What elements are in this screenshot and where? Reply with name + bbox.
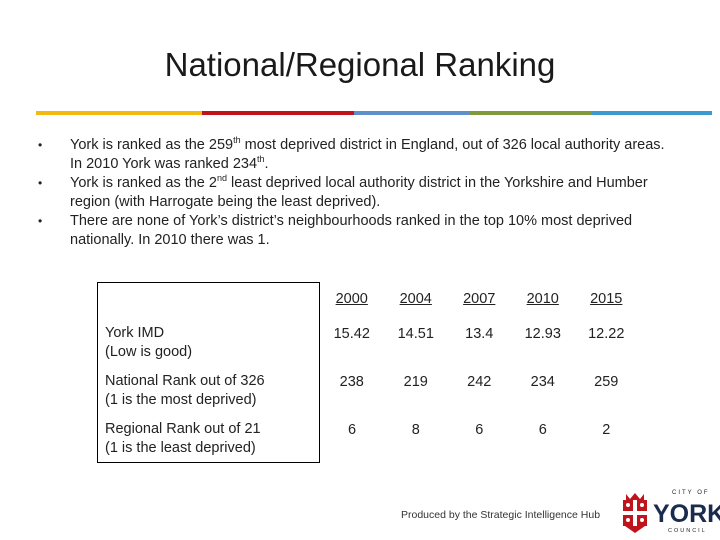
table-cell: 13.4 [465, 326, 494, 342]
footer-credit: Produced by the Strategic Intelligence H… [401, 509, 601, 521]
bullet-item: • York is ranked as the 2nd least depriv… [38, 174, 678, 212]
bullet-item: • There are none of York’s district’s ne… [38, 212, 678, 250]
year-header: 2007 [463, 290, 496, 307]
bullet-dot-icon: • [38, 138, 43, 152]
bullet-text: least deprived local authority district … [70, 175, 648, 210]
table-cell: 6 [347, 422, 357, 438]
divider-segment-red [202, 111, 354, 115]
divider-segment-blue [354, 111, 470, 115]
divider-segment-yellow [36, 111, 202, 115]
table-cell: 234 [530, 374, 555, 390]
table-cell: 2 [602, 422, 611, 438]
bullet-dot-icon: • [38, 214, 43, 228]
table-cell: 242 [467, 374, 492, 390]
bullet-text: There are none of York’s district’s neig… [70, 213, 633, 248]
table-corner-cell [97, 282, 320, 318]
title-divider [36, 111, 712, 115]
year-header: 2000 [335, 290, 368, 307]
bullet-superscript: th [233, 135, 241, 146]
york-council-logo: CITY OF YORK COUNCIL [620, 490, 720, 536]
logo-city-of: CITY OF [672, 490, 710, 496]
logo-council: COUNCIL [668, 528, 707, 534]
york-crest-icon [623, 493, 647, 533]
table-cell: 6 [475, 422, 484, 438]
bullet-superscript: nd [216, 173, 227, 184]
slide-title: National/Regional Ranking [164, 46, 556, 83]
year-header: 2004 [399, 290, 432, 307]
bullet-text: York is ranked as the 259 [70, 137, 234, 153]
bullet-text: York is ranked as the 2 [70, 175, 217, 191]
bullet-dot-icon: • [38, 176, 43, 190]
table-cell: 15.42 [333, 326, 370, 342]
table-cell: 12.22 [588, 326, 625, 342]
row-label: York IMD (Low is good) [97, 318, 320, 366]
bullet-item: • York is ranked as the 259th most depri… [38, 136, 678, 174]
logo-york: YORK [653, 500, 720, 528]
divider-segment-green [470, 111, 592, 115]
table-cell: 238 [339, 374, 364, 390]
table-cell: 8 [411, 422, 420, 438]
table-header-row: 2000 2004 2007 2010 2015 [97, 282, 639, 318]
bullet-text: . [264, 156, 269, 172]
table-row: Regional Rank out of 21 (1 is the least d… [97, 414, 639, 463]
table-cell: 219 [403, 374, 428, 390]
ranking-table: 2000 2004 2007 2010 2015 York IMD (Low is… [97, 282, 639, 463]
table-cell: 259 [594, 374, 619, 390]
divider-segment-lightblue [592, 111, 712, 115]
bullet-list: • York is ranked as the 259th most depri… [38, 136, 678, 250]
table-row: York IMD (Low is good) 15.42 14.51 13.4 1… [97, 318, 639, 366]
row-label: National Rank out of 326 (1 is the most d… [97, 366, 320, 414]
bullet-text: most deprived district in England, out o… [70, 137, 665, 172]
table-cell: 12.93 [524, 326, 561, 342]
year-header: 2015 [590, 290, 623, 307]
year-header: 2010 [526, 290, 559, 307]
table-cell: 14.51 [397, 326, 434, 342]
table-cell: 6 [538, 422, 547, 438]
row-label: Regional Rank out of 21 (1 is the least d… [97, 414, 320, 463]
table-row: National Rank out of 326 (1 is the most d… [97, 366, 639, 414]
bullet-superscript: th [257, 154, 265, 165]
